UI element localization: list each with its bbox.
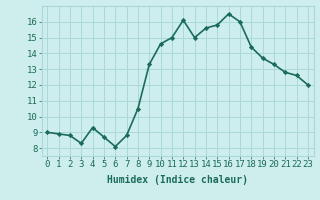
X-axis label: Humidex (Indice chaleur): Humidex (Indice chaleur): [107, 175, 248, 185]
